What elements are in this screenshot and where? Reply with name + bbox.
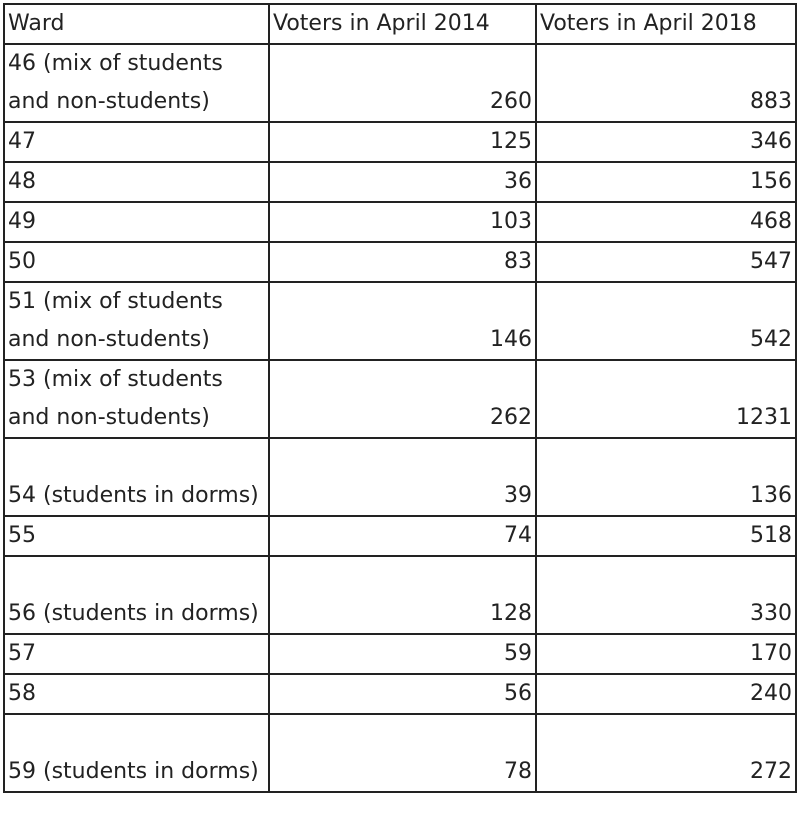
voters-2014-cell: 36 <box>268 161 537 203</box>
ward-cell: 51 (mix of students and non-students) <box>3 281 270 361</box>
voters-2014-cell: 83 <box>268 241 537 283</box>
table-row: 59 (students in dorms) 78 272 <box>3 713 797 793</box>
table-row: 58 56 240 <box>3 673 797 715</box>
voters-2014-cell: 39 <box>268 437 537 517</box>
voters-table: Ward Voters in April 2014 Voters in Apri… <box>3 3 797 793</box>
voters-2018-cell: 542 <box>535 281 797 361</box>
header-voters-2014: Voters in April 2014 <box>268 3 537 45</box>
ward-cell: 55 <box>3 515 270 557</box>
table-row: 48 36 156 <box>3 161 797 203</box>
table-row: 46 (mix of students and non-students) 260… <box>3 43 797 123</box>
voters-2018-cell: 156 <box>535 161 797 203</box>
voters-2014-cell: 56 <box>268 673 537 715</box>
ward-cell: 47 <box>3 121 270 163</box>
voters-2018-cell: 518 <box>535 515 797 557</box>
voters-2014-cell: 146 <box>268 281 537 361</box>
voters-2014-cell: 262 <box>268 359 537 439</box>
ward-cell: 58 <box>3 673 270 715</box>
voters-2018-cell: 1231 <box>535 359 797 439</box>
table-row: 55 74 518 <box>3 515 797 557</box>
header-row: Ward Voters in April 2014 Voters in Apri… <box>3 3 797 45</box>
voters-2014-cell: 125 <box>268 121 537 163</box>
ward-cell: 57 <box>3 633 270 675</box>
voters-2014-cell: 103 <box>268 201 537 243</box>
voters-2014-cell: 128 <box>268 555 537 635</box>
table-row: 57 59 170 <box>3 633 797 675</box>
voters-2018-cell: 272 <box>535 713 797 793</box>
ward-cell: 56 (students in dorms) <box>3 555 270 635</box>
ward-cell: 53 (mix of students and non-students) <box>3 359 270 439</box>
voters-2018-cell: 346 <box>535 121 797 163</box>
table-row: 47 125 346 <box>3 121 797 163</box>
voters-2018-cell: 547 <box>535 241 797 283</box>
voters-2014-cell: 74 <box>268 515 537 557</box>
table-row: 54 (students in dorms) 39 136 <box>3 437 797 517</box>
voters-2018-cell: 170 <box>535 633 797 675</box>
ward-cell: 54 (students in dorms) <box>3 437 270 517</box>
ward-cell: 59 (students in dorms) <box>3 713 270 793</box>
voters-2018-cell: 883 <box>535 43 797 123</box>
ward-cell: 50 <box>3 241 270 283</box>
ward-cell: 49 <box>3 201 270 243</box>
table-row: 50 83 547 <box>3 241 797 283</box>
voters-2018-cell: 240 <box>535 673 797 715</box>
header-ward: Ward <box>3 3 270 45</box>
voters-2018-cell: 468 <box>535 201 797 243</box>
table-row: 51 (mix of students and non-students) 146… <box>3 281 797 361</box>
voters-2014-cell: 78 <box>268 713 537 793</box>
voters-2014-cell: 59 <box>268 633 537 675</box>
voters-2014-cell: 260 <box>268 43 537 123</box>
table-row: 53 (mix of students and non-students) 262… <box>3 359 797 439</box>
voters-2018-cell: 136 <box>535 437 797 517</box>
table-row: 56 (students in dorms) 128 330 <box>3 555 797 635</box>
ward-cell: 48 <box>3 161 270 203</box>
table-row: 49 103 468 <box>3 201 797 243</box>
ward-cell: 46 (mix of students and non-students) <box>3 43 270 123</box>
header-voters-2018: Voters in April 2018 <box>535 3 797 45</box>
voters-2018-cell: 330 <box>535 555 797 635</box>
